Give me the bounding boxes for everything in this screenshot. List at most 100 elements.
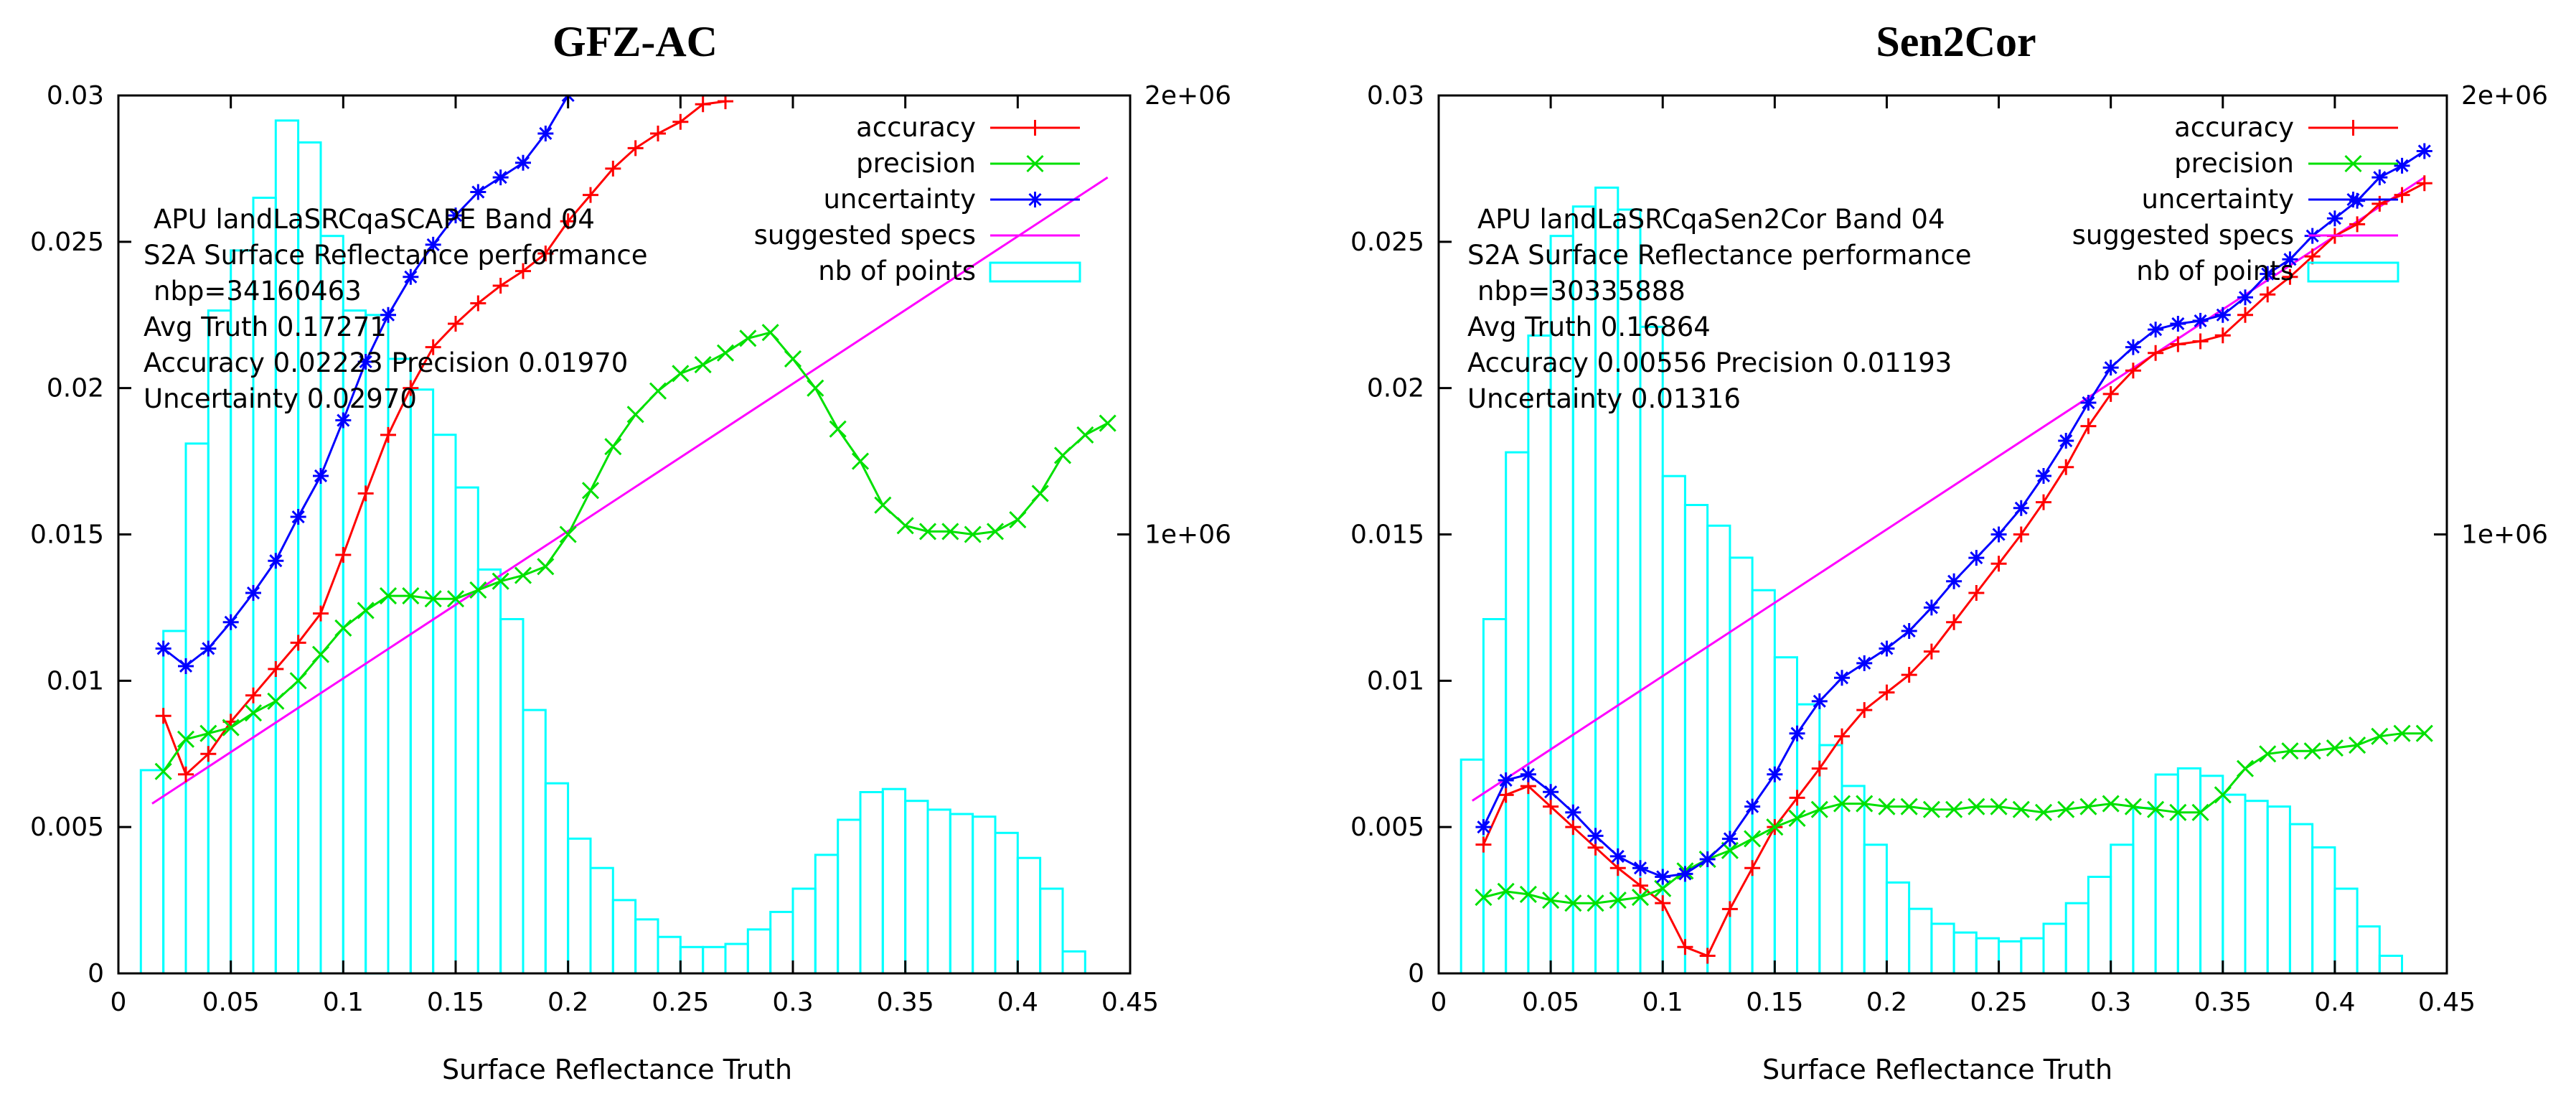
cross-marker-shape — [1833, 795, 1851, 813]
cross-marker-shape — [1654, 879, 1672, 897]
uncertainty-point — [1565, 804, 1581, 820]
plus-marker-shape — [1721, 901, 1738, 917]
accuracy-point — [2148, 345, 2164, 361]
uncertainty-point — [1609, 848, 1626, 864]
precision-point — [807, 379, 824, 397]
accuracy-point — [672, 113, 689, 130]
plus-marker-shape — [2102, 385, 2119, 402]
uncertainty-point — [357, 353, 374, 370]
legend-swatch — [2307, 261, 2399, 283]
star-marker-shape — [2416, 143, 2432, 159]
histogram-bar — [499, 618, 525, 975]
uncertainty-point — [2148, 322, 2164, 338]
star-marker-shape — [1677, 866, 1693, 882]
precision-series — [154, 324, 1117, 780]
plus-marker-shape — [2416, 175, 2432, 192]
legend-marker — [1026, 154, 1044, 173]
uncertainty-point — [2036, 467, 2051, 484]
histogram-bar — [657, 935, 682, 975]
x-tick-label: 0.15 — [427, 988, 484, 1017]
uncertainty-point — [222, 614, 239, 630]
cross-marker-shape — [784, 350, 802, 368]
cross-marker-shape — [222, 719, 240, 736]
star-marker-shape — [1856, 655, 1873, 671]
x-tick-label: 0.2 — [547, 988, 588, 1017]
plus-marker-shape — [2148, 345, 2164, 361]
star-marker-shape — [492, 169, 509, 186]
cross-marker-shape — [2214, 786, 2232, 804]
cross-marker-shape — [581, 482, 600, 500]
cross-marker-shape — [492, 572, 509, 590]
accuracy-point — [200, 746, 217, 762]
histogram-bar — [814, 854, 840, 975]
cross-marker-shape — [1766, 818, 1784, 836]
uncertainty-point — [2282, 251, 2298, 268]
cross-marker-shape — [1856, 795, 1874, 813]
cross-marker-shape — [874, 496, 892, 514]
legend-marker — [2344, 154, 2362, 173]
precision-point — [784, 350, 802, 368]
histogram-bar — [2222, 793, 2247, 975]
cross-marker-shape — [1009, 511, 1027, 529]
precision-point — [2393, 724, 2411, 742]
x-axis-label: Surface Reflectance Truth — [442, 1054, 792, 1085]
histogram-bar — [476, 568, 502, 975]
cross-marker-shape — [1053, 446, 1072, 464]
precision-point — [402, 587, 420, 605]
star-marker-shape — [1498, 772, 1514, 788]
histogram-bar — [567, 837, 592, 975]
accuracy-point — [605, 160, 621, 177]
precision-point — [1475, 888, 1493, 907]
uncertainty-point — [2371, 169, 2388, 186]
star-marker-shape — [1834, 670, 1850, 686]
cross-marker-shape — [604, 438, 622, 456]
accuracy-point — [2237, 307, 2253, 323]
precision-point — [2012, 800, 2030, 818]
star-marker-shape — [1923, 599, 1940, 616]
cross-marker-shape — [2236, 759, 2255, 777]
plus-marker-shape — [425, 339, 441, 355]
plus-marker-shape — [313, 605, 329, 622]
cross-marker-shape — [1922, 800, 1940, 818]
uncertainty-point — [537, 125, 554, 141]
cross-marker-shape — [357, 602, 375, 619]
accuracy-point — [2260, 286, 2276, 303]
uncertainty-point — [200, 640, 217, 657]
cross-marker-shape — [1744, 830, 1762, 848]
precision-point — [2079, 798, 2097, 815]
precision-point — [1833, 795, 1851, 813]
precision-point — [739, 329, 757, 347]
x-tick-label: 0.05 — [1522, 988, 1579, 1017]
histogram-bar — [1930, 922, 1955, 975]
precision-point — [1076, 426, 1094, 444]
cross-marker-shape — [1968, 798, 1985, 815]
cross-marker-shape — [941, 523, 959, 541]
chart-panel-sen2cor: Sen2Cor Surface Reflectance Truth 0 0.05 0… — [1350, 18, 2548, 1085]
cross-marker-shape — [537, 558, 555, 576]
star-marker-shape — [1721, 831, 1738, 847]
plus-marker-shape — [155, 708, 171, 724]
star-marker-shape — [515, 154, 531, 171]
suggested-specs-line — [1472, 176, 2425, 802]
x-tick-label: 0.4 — [2314, 988, 2355, 1017]
uncertainty-point — [515, 154, 531, 171]
histogram-bar — [769, 910, 794, 975]
accuracy-point — [2058, 459, 2074, 475]
plus-marker-shape — [515, 263, 531, 279]
accuracy-point — [448, 315, 464, 332]
plus-marker-shape — [2170, 336, 2186, 352]
accuracy-point — [2125, 363, 2141, 379]
precision-point — [334, 619, 352, 637]
precision-point — [581, 482, 600, 500]
cross-marker-shape — [177, 730, 195, 748]
precision-point — [672, 365, 690, 383]
histogram-bar — [522, 708, 547, 975]
plus-marker-shape — [1543, 798, 1559, 815]
cross-marker-shape — [1519, 885, 1537, 903]
histogram-bar — [1661, 474, 1686, 975]
precision-point — [1744, 830, 1762, 848]
plus-marker-shape — [2036, 494, 2051, 510]
uncertainty-point — [1699, 851, 1716, 868]
cross-marker-shape — [2344, 154, 2362, 173]
star-marker-shape — [1699, 851, 1716, 868]
